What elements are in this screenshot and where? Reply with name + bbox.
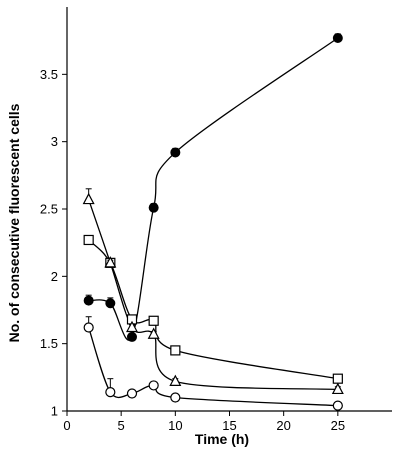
data-point: [83, 295, 94, 306]
data-point: [127, 331, 137, 342]
data-point: [105, 298, 116, 309]
data-point: [170, 147, 181, 158]
x-tick-label: 0: [63, 418, 70, 433]
x-tick-label: 25: [331, 418, 345, 433]
x-axis-title: Time (h): [195, 431, 249, 447]
data-point: [148, 380, 159, 391]
y-tick-label: 3.5: [40, 67, 58, 82]
data-point: [332, 32, 343, 43]
data-point: [332, 400, 343, 411]
data-point: [83, 322, 94, 333]
y-tick-label: 2.5: [40, 202, 58, 217]
data-point: [126, 388, 138, 399]
y-tick-label: 1: [51, 404, 58, 419]
data-point: [83, 234, 94, 246]
x-tick-label: 20: [276, 418, 290, 433]
data-point: [148, 202, 159, 213]
data-point: [331, 382, 344, 395]
data-point: [170, 392, 181, 403]
y-axis-title: No. of consecutive fluorescent cells: [6, 103, 22, 342]
data-point: [82, 192, 95, 205]
series-line: [88, 327, 338, 407]
data-point: [148, 315, 159, 326]
data-point: [170, 345, 181, 356]
data-point: [147, 327, 160, 339]
series-line: [88, 37, 339, 341]
plot-area: 0 5 10 15 20 25 1 1.5 2 2.5 3 3.5: [40, 7, 392, 433]
x-tick-label: 15: [222, 418, 236, 433]
data-point: [126, 320, 138, 333]
x-tick-label: 5: [118, 418, 125, 433]
data-point: [169, 374, 182, 386]
series-line: [88, 199, 338, 391]
y-tick-label: 1.5: [40, 336, 58, 351]
series-line: [88, 239, 338, 380]
data-point: [105, 387, 116, 398]
data-point: [332, 373, 343, 384]
y-tick-label: 2: [51, 269, 58, 284]
x-tick-label: 10: [168, 418, 182, 433]
data-point: [104, 256, 117, 268]
y-tick-label: 3: [51, 134, 58, 149]
